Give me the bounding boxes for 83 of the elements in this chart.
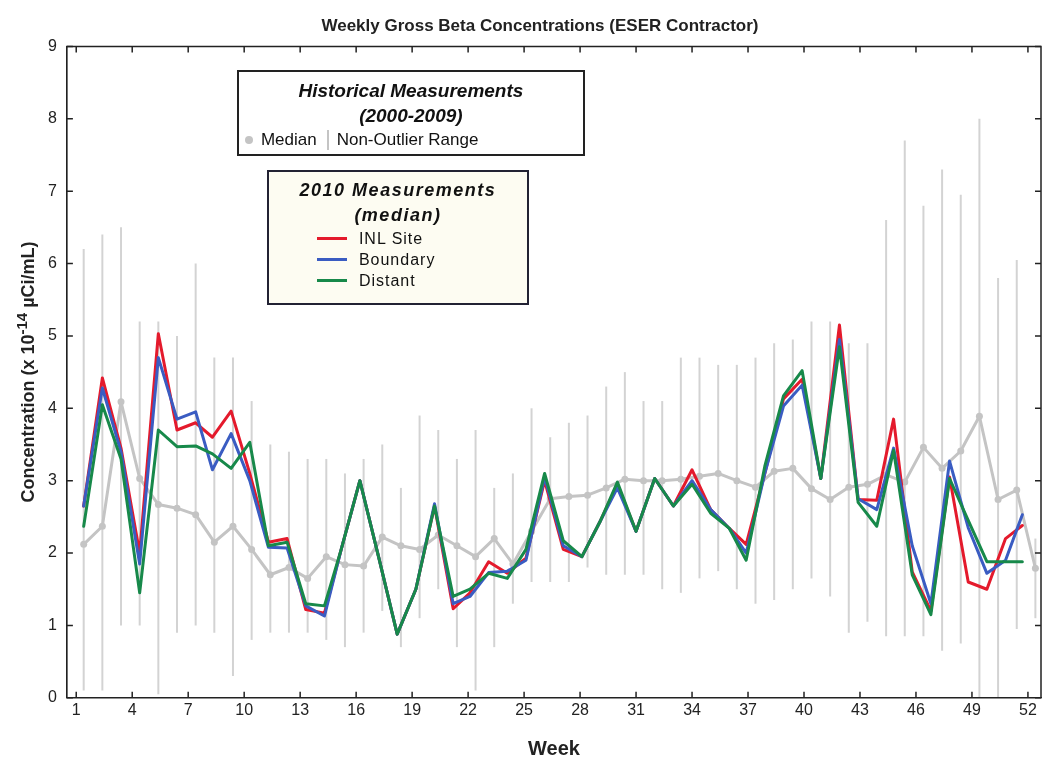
point <box>304 574 312 582</box>
y-tick-label: 2 <box>47 543 57 561</box>
point <box>621 475 629 483</box>
y-tick-label: 6 <box>47 253 57 271</box>
point <box>229 522 237 530</box>
point <box>602 484 610 492</box>
point <box>472 553 480 561</box>
point <box>658 477 666 485</box>
legend-label: Distant <box>358 271 416 292</box>
point <box>938 464 946 472</box>
point <box>453 542 461 550</box>
point <box>416 545 424 553</box>
y-tick-label: 3 <box>47 471 57 489</box>
y-tick-label: 5 <box>47 326 57 344</box>
x-tick-label: 34 <box>683 700 702 718</box>
x-tick-label: 49 <box>963 700 981 718</box>
point <box>397 542 405 550</box>
y-tick-label: 0 <box>47 688 57 706</box>
point <box>378 533 386 541</box>
point <box>266 571 274 579</box>
point <box>117 398 125 406</box>
y-tick-label: 8 <box>47 109 57 127</box>
point <box>248 545 256 553</box>
x-tick-label: 16 <box>347 700 366 718</box>
point <box>994 495 1002 503</box>
point <box>789 464 797 472</box>
point <box>863 480 871 488</box>
x-tick-label: 46 <box>907 700 925 718</box>
point <box>807 485 815 493</box>
y-tick-label: 7 <box>47 181 57 199</box>
point <box>136 475 144 482</box>
point <box>192 511 200 519</box>
point <box>565 493 573 501</box>
point <box>210 538 218 546</box>
legend-title: 2010 Measurements (median) <box>298 179 498 228</box>
x-tick-label: 4 <box>127 700 137 718</box>
point <box>714 469 722 477</box>
point <box>173 504 181 512</box>
point <box>957 447 965 455</box>
point <box>154 501 162 509</box>
x-tick-label: 25 <box>515 700 534 718</box>
point <box>1013 486 1021 494</box>
point <box>285 564 293 572</box>
x-tick-label: 1 <box>71 700 81 718</box>
point <box>919 443 927 451</box>
x-tick-label: 19 <box>403 700 422 718</box>
x-tick-label: 22 <box>459 700 478 718</box>
x-tick-label: 43 <box>851 700 869 718</box>
x-axis-title: Week <box>528 736 581 759</box>
legend-label: Boundary <box>358 250 436 271</box>
annotation: Historical Measurements (2000-2009) <box>297 79 525 129</box>
x-tick-label: 40 <box>795 700 814 718</box>
point <box>80 540 88 548</box>
chart-title: Weekly Gross Beta Concentrations (ESER Contractor) <box>321 15 759 35</box>
point <box>640 477 648 485</box>
x-tick-label: 13 <box>291 700 310 718</box>
x-tick-label: 52 <box>1019 700 1037 718</box>
annotation: Non-Outlier Range <box>336 130 479 151</box>
x-tick-label: 28 <box>571 700 590 718</box>
x-tick-label: 37 <box>739 700 758 718</box>
y-tick-label: 1 <box>47 615 57 633</box>
y-tick-label: 4 <box>47 398 57 416</box>
point <box>826 495 834 503</box>
point <box>584 491 592 499</box>
point <box>975 412 983 420</box>
x-tick-label: 7 <box>183 700 193 718</box>
point <box>1031 564 1039 572</box>
point <box>677 475 685 483</box>
legend-label: Median <box>260 130 317 151</box>
point <box>696 472 704 480</box>
point <box>733 477 741 485</box>
point <box>98 522 106 530</box>
point <box>751 483 759 491</box>
legend-label: INL Site <box>358 229 424 250</box>
point <box>770 467 778 475</box>
x-tick-label: 10 <box>235 700 254 718</box>
y-tick-label: 9 <box>47 36 57 54</box>
point <box>322 553 330 561</box>
point <box>490 535 498 543</box>
point <box>845 483 853 491</box>
point <box>341 561 349 569</box>
point <box>360 562 368 570</box>
x-tick-label: 31 <box>627 700 646 718</box>
